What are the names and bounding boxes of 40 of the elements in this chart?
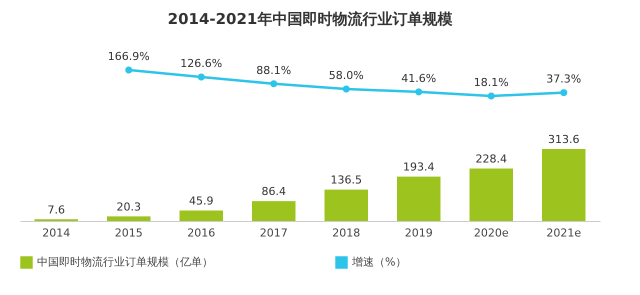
data-label: 45.9 [189, 194, 214, 208]
legend-label: 中国即时物流行业订单规模（亿单） [37, 256, 213, 269]
bar [252, 201, 296, 221]
x-tick-label: 2017 [260, 226, 288, 240]
data-label: 126.6% [180, 57, 222, 70]
data-label: 193.4 [403, 160, 434, 174]
data-label: 7.6 [48, 203, 65, 216]
point [125, 66, 132, 74]
data-label: 18.1% [474, 76, 509, 89]
point [270, 80, 278, 88]
data-label: 136.5 [330, 174, 362, 187]
point [560, 89, 568, 96]
point [198, 74, 205, 81]
x-tick-label: 2016 [187, 226, 216, 240]
data-label: 313.6 [548, 133, 580, 146]
x-tick-label: 2018 [332, 226, 360, 240]
point [488, 92, 495, 100]
data-label: 86.4 [262, 185, 286, 198]
bar [324, 190, 368, 221]
x-tick-label: 2020e [474, 226, 509, 240]
data-label: 88.1% [256, 64, 292, 77]
x-tick-label: 2014 [42, 226, 70, 240]
bar [397, 176, 440, 221]
data-label: 58.0% [328, 69, 364, 82]
x-tick-label: 2019 [404, 226, 433, 240]
data-label: 166.9% [108, 50, 150, 63]
bar [470, 168, 513, 221]
bar [107, 216, 150, 221]
bar [542, 149, 586, 221]
data-label: 37.3% [546, 72, 582, 86]
x-tick-label: 2015 [114, 226, 143, 240]
chart-title: 2014-2021年中国即时物流行业订单规模 [168, 10, 454, 28]
bar [180, 210, 223, 221]
data-label: 228.4 [476, 152, 507, 166]
data-label: 20.3 [116, 200, 141, 214]
legend-label: 增速（%） [351, 256, 406, 269]
x-tick-label: 2021e [546, 226, 582, 240]
data-label: 41.6% [401, 72, 436, 85]
point [342, 86, 350, 93]
point [415, 88, 422, 96]
